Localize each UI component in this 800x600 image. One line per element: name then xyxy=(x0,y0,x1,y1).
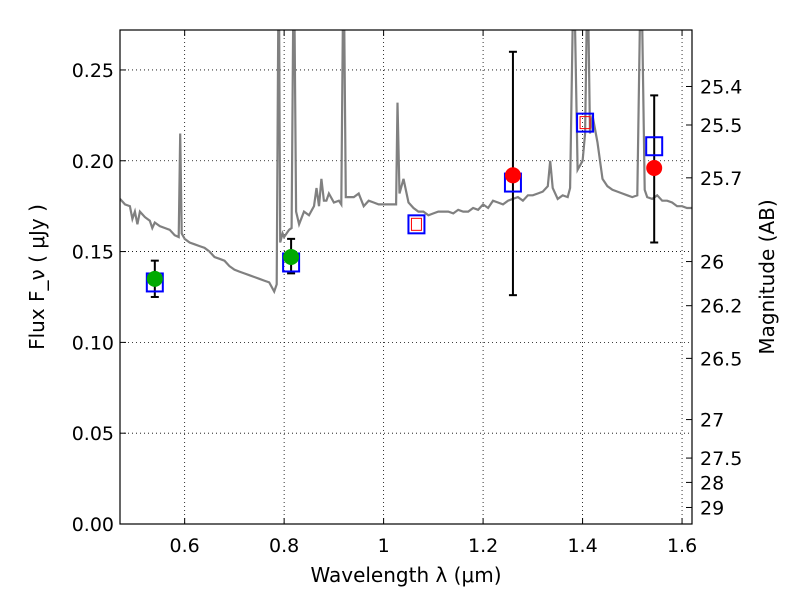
data-point xyxy=(646,160,663,177)
model-square-inner xyxy=(410,217,422,231)
markers xyxy=(145,50,664,298)
axes-frame xyxy=(119,29,693,525)
model-square xyxy=(645,136,664,157)
x-tick-label: 1.4 xyxy=(567,535,597,557)
mag-tick-label: 29 xyxy=(700,497,724,519)
spectrum-line xyxy=(120,30,692,295)
y-tick-label: 0.10 xyxy=(72,332,114,354)
data-point xyxy=(283,249,300,266)
model-square xyxy=(407,214,426,235)
mag-tick-label: 27 xyxy=(700,410,724,432)
x-tick-label: 1.2 xyxy=(468,535,498,557)
data-point xyxy=(146,270,163,287)
mag-tick-label: 26.5 xyxy=(700,348,742,370)
mag-tick-label: 25.7 xyxy=(700,168,742,190)
y-tick-label: 0.00 xyxy=(72,514,114,536)
data-point xyxy=(504,167,521,184)
x-axis-label-text: Wavelength λ (μm) xyxy=(310,563,501,587)
mag-tick-label: 27.5 xyxy=(700,448,742,470)
mag-tick-label: 26.2 xyxy=(700,296,742,318)
x-tick-label: 1 xyxy=(378,535,390,557)
y-tick-label: 0.15 xyxy=(72,242,114,264)
plot-area xyxy=(120,30,692,298)
model-square-inner xyxy=(579,116,591,130)
mag-tick-label: 26 xyxy=(700,252,724,274)
y-tick-label: 0.05 xyxy=(72,423,114,445)
y-tick-label: 0.20 xyxy=(72,151,114,173)
x-axis-label: Wavelength λ (μm) xyxy=(310,563,501,587)
x-tick-label: 0.6 xyxy=(170,535,200,557)
mag-tick-label: 25.5 xyxy=(700,115,742,137)
mag-tick-label: 28 xyxy=(700,472,724,494)
ticks: 0.6 0.8 1 1.2 1.4 1.6 0.00 0.05 0.10 0.15 0.20 0.25… xyxy=(72,30,742,557)
x-tick-label: 1.6 xyxy=(667,535,697,557)
mag-tick-label: 25.4 xyxy=(700,76,742,98)
y-axis-label-right: Magnitude (AB) xyxy=(755,199,779,354)
model-square xyxy=(576,112,595,133)
y-axis-label-left: Flux F_ν ( μJy ) xyxy=(25,204,49,350)
y-tick-label: 0.25 xyxy=(72,60,114,82)
x-tick-label: 0.8 xyxy=(269,535,299,557)
